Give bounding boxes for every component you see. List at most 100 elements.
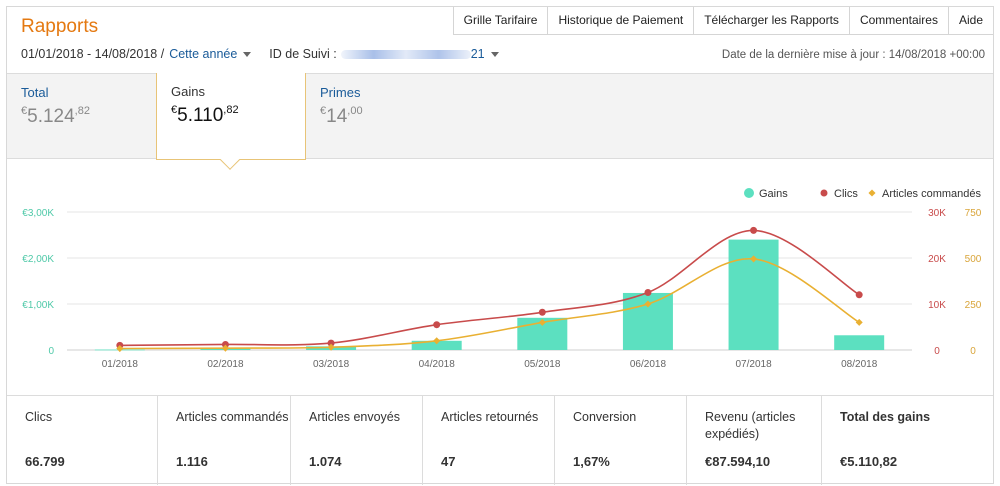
stat-clicks: Clics 66.799 (7, 396, 158, 485)
stat-revenue-label: Revenu (articles expédiés) (705, 410, 796, 441)
stat-clicks-value: 66.799 (25, 454, 65, 469)
line-clicks (119, 229, 860, 347)
summary-total-whole: 5.124 (27, 106, 75, 127)
point-clicks (855, 291, 863, 299)
tab-pricing-grid[interactable]: Grille Tarifaire (452, 7, 548, 35)
point-clicks (433, 321, 441, 329)
bar-gains (834, 335, 885, 350)
y-tick-label-clicks: 0 (934, 346, 940, 357)
stat-items-ordered-label: Articles commandés (176, 410, 289, 424)
stat-items-returned-value: 47 (441, 454, 456, 469)
tracking-id-label: ID de Suivi : (269, 47, 337, 61)
summary-total-value: €5.124,82 (21, 105, 90, 128)
summary-gains[interactable]: Gains €5.110,82 (156, 73, 306, 170)
tab-help[interactable]: Aide (947, 7, 993, 35)
top-nav: Grille Tarifaire Historique de Paiement … (452, 7, 993, 35)
x-tick-label: 01/2018 (102, 359, 139, 370)
chevron-down-icon (243, 52, 252, 58)
tab-download-reports[interactable]: Télécharger les Rapports (693, 7, 849, 35)
summary-primes[interactable]: Primes €14,00 (306, 74, 456, 158)
x-tick-label: 05/2018 (524, 359, 561, 370)
point-clicks (750, 226, 758, 234)
stat-items-shipped-label: Articles envoyés (309, 410, 401, 424)
point-items-ordered (538, 318, 546, 326)
y-tick-label-clicks: 30K (928, 208, 946, 219)
bar-gains (411, 340, 462, 350)
point-items-ordered (221, 344, 229, 352)
point-clicks (221, 340, 229, 348)
reports-panel: Rapports Grille Tarifaire Historique de … (6, 6, 994, 485)
summary-total-cents: ,82 (74, 105, 90, 117)
stat-clicks-label: Clics (25, 410, 53, 424)
summary-primes-whole: 14 (326, 106, 348, 127)
currency-symbol: € (320, 105, 327, 117)
legend-clicks-label: Clics (834, 188, 858, 200)
stat-conversion: Conversion 1,67% (555, 396, 687, 485)
summary-primes-value: €14,00 (320, 105, 363, 128)
y-tick-label-items: 250 (965, 300, 982, 311)
period-dropdown-label: Cette année (169, 47, 238, 61)
legend-clicks-marker (820, 189, 828, 197)
stat-total-earnings-label: Total des gains (840, 410, 931, 424)
page-title: Rapports (21, 16, 99, 37)
last-update-text: Date de la dernière mise à jour : 14/08/… (721, 49, 985, 61)
point-clicks (327, 339, 335, 347)
x-tick-label: 07/2018 (735, 359, 772, 370)
summary-bar: Total €5.124,82 Gains €5.110,82 Primes €… (7, 73, 993, 170)
stat-revenue: Revenu (articles expédiés) €87.594,10 (687, 396, 822, 485)
y-tick-label-gains: 0 (48, 346, 54, 357)
performance-chart: 0 €1,00K €2,00K €3,00K 0 10K 20K 30K 0 250 500 750 0… (22, 188, 982, 370)
summary-primes-cents: ,00 (347, 105, 363, 117)
summary-gains-value: €5.110,82 (171, 104, 239, 127)
summary-gains-cents: ,82 (223, 104, 239, 116)
chevron-down-icon (490, 52, 499, 58)
summary-total-label: Total (21, 85, 49, 100)
y-tick-label-gains: €1,00K (22, 300, 54, 311)
summary-primes-label: Primes (320, 85, 361, 100)
point-items-ordered (644, 300, 652, 308)
y-tick-label-clicks: 20K (928, 254, 946, 265)
y-tick-label-gains: €2,00K (22, 254, 54, 265)
tab-payment-history[interactable]: Historique de Paiement (547, 7, 694, 35)
summary-total[interactable]: Total €5.124,82 (7, 74, 157, 158)
y-tick-label-items: 500 (965, 254, 982, 265)
currency-symbol: € (171, 104, 178, 116)
tracking-id-dropdown[interactable]: 21 (337, 47, 499, 61)
tab-comments[interactable]: Commentaires (848, 7, 948, 35)
stat-revenue-value: €87.594,10 (705, 454, 771, 469)
stat-conversion-value: 1,67% (573, 454, 610, 469)
stat-total-earnings: Total des gains €5.110,82 (822, 396, 993, 485)
point-clicks (644, 289, 652, 296)
stat-items-shipped: Articles envoyés 1.074 (291, 396, 423, 485)
y-tick-label-items: 750 (965, 208, 982, 219)
stat-conversion-label: Conversion (573, 410, 637, 424)
point-clicks (538, 308, 546, 316)
y-tick-label-clicks: 10K (928, 300, 946, 311)
y-tick-label-items: 0 (970, 346, 976, 357)
x-tick-label: 08/2018 (841, 359, 878, 370)
summary-gains-whole: 5.110 (177, 105, 224, 126)
point-items-ordered (433, 337, 441, 345)
stat-total-earnings-value: €5.110,82 (840, 454, 898, 469)
currency-symbol: € (21, 105, 28, 117)
legend-gains-label: Gains (759, 188, 788, 200)
x-tick-label: 06/2018 (630, 359, 667, 370)
period-dropdown[interactable]: Cette année (169, 47, 252, 61)
point-items-ordered (855, 318, 863, 326)
legend-gains-marker (744, 188, 754, 198)
x-tick-label: 03/2018 (313, 359, 350, 370)
x-tick-label: 04/2018 (419, 359, 456, 370)
stat-items-returned: Articles retournés 47 (423, 396, 555, 485)
tracking-id-suffix: 21 (470, 47, 485, 61)
stat-items-returned-label: Articles retournés (441, 410, 539, 424)
stat-items-ordered: Articles commandés 1.116 (158, 396, 291, 485)
y-tick-label-gains: €3,00K (22, 208, 54, 219)
legend-items-ordered-label: Articles commandés (882, 188, 982, 200)
line-items-ordered (119, 258, 860, 350)
stat-items-shipped-value: 1.074 (309, 454, 342, 469)
x-tick-label: 02/2018 (207, 359, 244, 370)
stat-items-ordered-value: 1.116 (176, 454, 208, 469)
date-range-text: 01/01/2018 - 14/08/2018 / (21, 47, 165, 61)
legend-items-ordered-marker (868, 189, 876, 197)
filter-bar: 01/01/2018 - 14/08/2018 / Cette année ID… (21, 47, 499, 61)
